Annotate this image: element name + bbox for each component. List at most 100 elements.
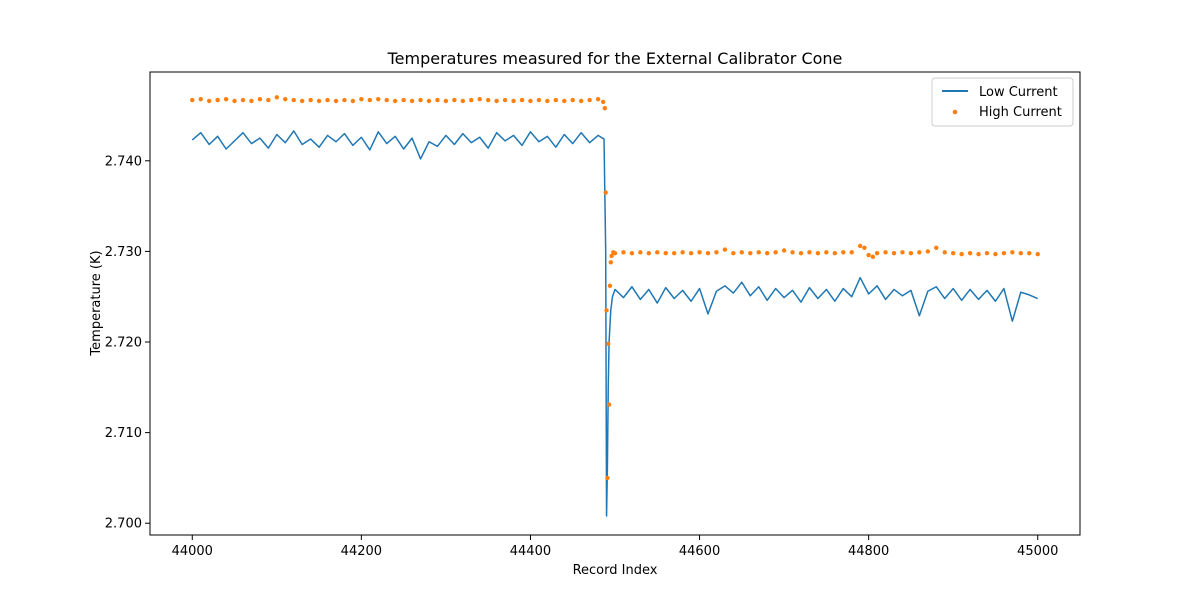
data-point-high-current: [646, 251, 652, 256]
data-point-high-current: [900, 250, 905, 255]
data-point-high-current: [545, 98, 550, 104]
y-tick-label: 2.720: [105, 336, 142, 351]
y-tick-label: 2.730: [105, 245, 142, 260]
data-point-high-current: [426, 98, 432, 104]
y-tick-label: 2.710: [105, 426, 142, 441]
data-point-high-current: [705, 251, 711, 256]
data-point-high-current: [376, 96, 381, 102]
data-point-high-current: [528, 98, 533, 104]
data-point-high-current: [460, 98, 466, 104]
data-point-high-current: [477, 96, 482, 102]
data-point-high-current: [862, 245, 867, 250]
data-point-high-current: [824, 250, 829, 255]
data-point-high-current: [249, 98, 254, 104]
data-point-high-current: [790, 250, 795, 255]
data-point-high-current: [629, 251, 635, 256]
x-tick-label: 44600: [679, 544, 720, 559]
data-point-high-current: [578, 98, 584, 104]
series-line-low-current: [191, 130, 1039, 517]
data-point-high-current: [883, 250, 888, 255]
data-point-high-current: [443, 98, 449, 104]
data-point-high-current: [756, 250, 761, 255]
y-axis-label: Temperature (K): [89, 250, 104, 356]
data-point-high-current: [781, 248, 787, 253]
data-point-high-current: [1027, 251, 1032, 256]
data-point-high-current: [638, 250, 643, 255]
data-point-high-current: [739, 250, 745, 255]
data-point-high-current: [502, 97, 508, 103]
data-point-high-current: [587, 97, 592, 103]
data-point-high-current: [621, 250, 626, 255]
data-point-high-current: [807, 250, 812, 255]
data-point-high-current: [519, 97, 525, 103]
data-point-high-current: [967, 251, 973, 256]
data-point-high-current: [316, 98, 322, 104]
plot-area: [149, 71, 1081, 536]
data-point-high-current: [680, 250, 685, 255]
data-point-high-current: [274, 95, 280, 100]
x-axis-label: Record Index: [573, 563, 658, 578]
data-point-high-current: [595, 96, 601, 102]
data-point-high-current: [605, 475, 610, 481]
data-point-high-current: [494, 98, 499, 104]
data-point-high-current: [291, 97, 296, 103]
data-point-high-current: [553, 97, 559, 103]
data-point-high-current: [401, 97, 406, 103]
data-point-high-current: [600, 99, 606, 105]
x-axis: 44000 44200 44400 44600 44800 45000: [172, 535, 1058, 559]
data-point-high-current: [798, 251, 804, 256]
data-point-high-current: [511, 98, 516, 104]
data-point-high-current: [849, 250, 854, 255]
legend-label-low-current: Low Current: [979, 85, 1058, 100]
data-point-high-current: [815, 251, 821, 256]
data-point-high-current: [325, 97, 330, 103]
data-point-high-current: [663, 251, 668, 256]
data-point-high-current: [604, 308, 609, 313]
data-point-high-current: [608, 260, 613, 265]
data-point-high-current: [469, 97, 474, 103]
series-layer: [190, 95, 1040, 517]
data-point-high-current: [606, 402, 612, 407]
plot-background: [150, 72, 1080, 535]
data-point-high-current: [714, 250, 719, 255]
data-point-high-current: [266, 97, 271, 103]
data-point-high-current: [688, 251, 694, 256]
data-point-high-current: [959, 251, 964, 257]
data-point-high-current: [655, 250, 660, 255]
data-point-high-current: [607, 283, 613, 289]
data-point-high-current: [367, 97, 373, 103]
data-point-high-current: [215, 97, 220, 103]
data-point-high-current: [570, 97, 575, 103]
data-point-high-current: [308, 97, 313, 103]
data-point-high-current: [1018, 251, 1024, 256]
data-point-high-current: [908, 251, 914, 256]
data-point-high-current: [773, 250, 778, 255]
data-point-high-current: [764, 251, 770, 256]
data-point-high-current: [333, 98, 339, 104]
data-point-high-current: [190, 97, 195, 103]
legend: Low Current High Current: [931, 77, 1074, 127]
data-point-high-current: [731, 251, 736, 256]
chart-title: Temperatures measured for the External C…: [387, 49, 843, 68]
data-point-high-current: [223, 96, 229, 102]
plot-frame: [149, 71, 1081, 536]
data-point-high-current: [1010, 250, 1015, 255]
data-point-high-current: [891, 251, 897, 256]
legend-swatch-high-current: [952, 109, 958, 115]
data-point-high-current: [359, 96, 364, 102]
data-point-high-current: [452, 97, 457, 103]
data-point-high-current: [198, 96, 203, 102]
data-point-high-current: [874, 251, 880, 256]
data-point-high-current: [206, 98, 212, 104]
data-point-high-current: [485, 97, 491, 103]
data-point-high-current: [671, 251, 677, 256]
x-tick-label: 44200: [341, 544, 382, 559]
x-tick-label: 44400: [510, 544, 551, 559]
data-point-high-current: [832, 251, 838, 256]
data-point-high-current: [232, 98, 237, 104]
y-axis: 2.700 2.710 2.720 2.730 2.740: [105, 154, 150, 532]
x-tick-label: 45000: [1017, 544, 1058, 559]
data-point-high-current: [392, 98, 398, 104]
data-point-high-current: [606, 341, 611, 347]
